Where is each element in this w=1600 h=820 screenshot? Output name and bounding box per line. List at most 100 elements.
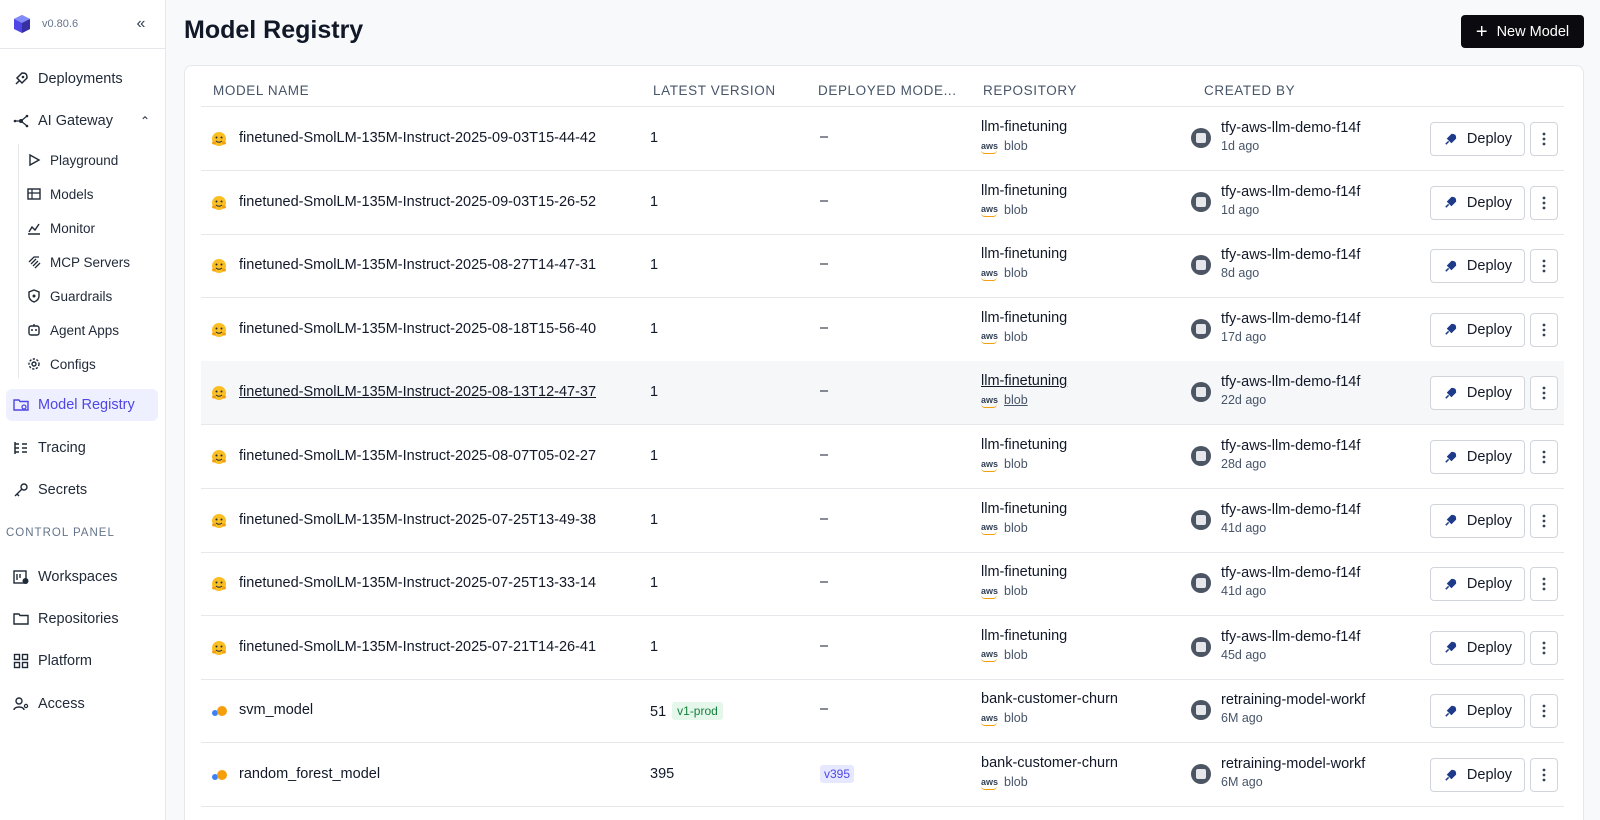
table-row[interactable]: random_forest_model 395 v395 bank-customer… bbox=[201, 743, 1564, 807]
column-header-created-by[interactable]: CREATED BY bbox=[1204, 83, 1296, 98]
storage-link[interactable]: aws blob bbox=[981, 711, 1118, 726]
deploy-button[interactable]: Deploy bbox=[1430, 376, 1525, 411]
deploy-button[interactable]: Deploy bbox=[1430, 312, 1525, 347]
model-name-link[interactable]: svm_model bbox=[239, 702, 314, 719]
deploy-button[interactable]: Deploy bbox=[1430, 694, 1525, 729]
repository-link[interactable]: llm-finetuning bbox=[981, 119, 1068, 135]
deploy-button[interactable]: Deploy bbox=[1430, 503, 1525, 538]
sidebar-item-access[interactable]: Access bbox=[6, 688, 158, 720]
column-header-deployed-models[interactable]: DEPLOYED MODE... bbox=[818, 83, 957, 98]
sidebar-item-platform[interactable]: Platform bbox=[6, 645, 158, 677]
repository-link[interactable]: bank-customer-churn bbox=[981, 755, 1118, 771]
repository-link[interactable]: llm-finetuning bbox=[981, 309, 1068, 326]
repository-link[interactable]: llm-finetuning bbox=[981, 437, 1068, 453]
storage-link[interactable]: aws blob bbox=[981, 584, 1067, 599]
sidebar-item-tracing[interactable]: Tracing bbox=[6, 432, 158, 464]
repository-link[interactable]: bank-customer-churn bbox=[981, 691, 1118, 708]
created-time: 17d ago bbox=[1221, 329, 1267, 344]
deploy-button[interactable]: Deploy bbox=[1430, 758, 1525, 792]
column-header-latest-version[interactable]: LATEST VERSION bbox=[653, 83, 776, 98]
deploy-button[interactable]: Deploy bbox=[1430, 122, 1525, 156]
sidebar-item-playground[interactable]: Playground bbox=[20, 146, 160, 174]
collapse-sidebar-icon[interactable]: « bbox=[136, 15, 146, 32]
storage-link[interactable]: aws blob bbox=[981, 266, 1067, 281]
new-model-label: New Model bbox=[1496, 23, 1570, 40]
logo-icon[interactable] bbox=[12, 14, 32, 34]
sidebar-item-monitor[interactable]: Monitor bbox=[20, 214, 160, 242]
repository-link[interactable]: llm-finetuning bbox=[981, 627, 1068, 644]
sidebar-item-repositories[interactable]: Repositories bbox=[6, 603, 158, 635]
more-options-button[interactable] bbox=[1530, 249, 1558, 284]
table-row[interactable]: finetuned-SmolLM-135M-Instruct-2025-08-1… bbox=[201, 361, 1564, 426]
deploy-label: Deploy bbox=[1466, 639, 1513, 656]
deployed-version-badge[interactable]: v395 bbox=[820, 765, 855, 783]
avatar bbox=[1191, 191, 1211, 212]
repository-link[interactable]: llm-finetuning bbox=[981, 246, 1068, 263]
deploy-button[interactable]: Deploy bbox=[1430, 567, 1525, 602]
creator-name: tfy-aws-llm-demo-f14f bbox=[1221, 120, 1361, 136]
deploy-button[interactable]: Deploy bbox=[1430, 440, 1525, 474]
version-tag-badge[interactable]: v1-prod bbox=[672, 702, 723, 721]
hugging-face-icon bbox=[212, 132, 226, 146]
sidebar-item-mcp-servers[interactable]: MCP Servers bbox=[20, 248, 160, 276]
sidebar-item-ai-gateway[interactable]: AI Gateway ⌃ bbox=[6, 105, 158, 137]
deploy-button[interactable]: Deploy bbox=[1430, 630, 1525, 665]
table-row[interactable]: finetuned-SmolLM-135M-Instruct-2025-08-0… bbox=[201, 425, 1564, 489]
more-options-button[interactable] bbox=[1530, 440, 1558, 474]
sidebar-item-workspaces[interactable]: Workspaces bbox=[6, 561, 158, 593]
deploy-button[interactable]: Deploy bbox=[1430, 185, 1525, 220]
sidebar-item-secrets[interactable]: Secrets bbox=[6, 474, 158, 506]
repository-link[interactable]: llm-finetuning bbox=[981, 500, 1068, 517]
model-name-link[interactable]: finetuned-SmolLM-135M-Instruct-2025-09-0… bbox=[239, 130, 597, 146]
table-row[interactable]: svm_model 51 v1-prod – bank-customer-churn … bbox=[201, 679, 1564, 744]
more-options-button[interactable] bbox=[1530, 758, 1558, 792]
more-options-button[interactable] bbox=[1530, 376, 1558, 411]
repository-link[interactable]: llm-finetuning bbox=[981, 373, 1068, 390]
table-row[interactable]: finetuned-SmolLM-135M-Instruct-2025-08-2… bbox=[201, 234, 1564, 299]
model-name-link[interactable]: finetuned-SmolLM-135M-Instruct-2025-07-2… bbox=[239, 575, 597, 592]
more-options-button[interactable] bbox=[1530, 694, 1558, 729]
sidebar-item-guardrails[interactable]: Guardrails bbox=[20, 282, 160, 310]
sidebar-item-configs[interactable]: Configs bbox=[20, 350, 160, 378]
model-name-link[interactable]: finetuned-SmolLM-135M-Instruct-2025-07-2… bbox=[239, 511, 597, 528]
table-row[interactable]: finetuned-SmolLM-135M-Instruct-2025-07-2… bbox=[201, 489, 1564, 553]
rocket-icon bbox=[1445, 260, 1457, 272]
new-model-button[interactable]: + New Model bbox=[1461, 15, 1584, 48]
storage-label: blob bbox=[1004, 647, 1028, 662]
storage-link[interactable]: aws blob bbox=[981, 775, 1118, 790]
table-row[interactable]: finetuned-SmolLM-135M-Instruct-2025-09-0… bbox=[201, 107, 1564, 171]
storage-link[interactable]: aws blob bbox=[981, 647, 1067, 663]
storage-link[interactable]: aws blob bbox=[981, 393, 1067, 408]
repository-link[interactable]: llm-finetuning bbox=[981, 564, 1068, 581]
table-row[interactable]: finetuned-SmolLM-135M-Instruct-2025-07-2… bbox=[201, 552, 1564, 617]
more-options-button[interactable] bbox=[1530, 185, 1558, 220]
more-options-button[interactable] bbox=[1530, 122, 1558, 156]
storage-link[interactable]: aws blob bbox=[981, 330, 1067, 345]
column-header-model-name[interactable]: MODEL NAME bbox=[213, 83, 310, 98]
model-name-link[interactable]: finetuned-SmolLM-135M-Instruct-2025-08-1… bbox=[239, 320, 597, 337]
storage-link[interactable]: aws blob bbox=[981, 521, 1067, 536]
repository-link[interactable]: llm-finetuning bbox=[981, 182, 1068, 199]
model-name-link[interactable]: random_forest_model bbox=[239, 766, 381, 782]
more-options-button[interactable] bbox=[1530, 503, 1558, 538]
model-name-link[interactable]: finetuned-SmolLM-135M-Instruct-2025-08-0… bbox=[239, 448, 597, 464]
sidebar-item-model-registry[interactable]: Model Registry bbox=[6, 389, 158, 421]
table-row[interactable]: finetuned-SmolLM-135M-Instruct-2025-07-2… bbox=[201, 616, 1564, 680]
model-name-link[interactable]: finetuned-SmolLM-135M-Instruct-2025-07-2… bbox=[239, 638, 597, 655]
sidebar-item-models[interactable]: Models bbox=[20, 180, 160, 208]
model-name-link[interactable]: finetuned-SmolLM-135M-Instruct-2025-09-0… bbox=[239, 193, 597, 210]
deploy-button[interactable]: Deploy bbox=[1430, 249, 1525, 284]
table-row[interactable]: finetuned-SmolLM-135M-Instruct-2025-08-1… bbox=[201, 298, 1564, 362]
more-options-button[interactable] bbox=[1530, 312, 1558, 347]
model-name-link[interactable]: finetuned-SmolLM-135M-Instruct-2025-08-2… bbox=[239, 257, 597, 274]
table-row[interactable]: finetuned-SmolLM-135M-Instruct-2025-09-0… bbox=[201, 171, 1564, 235]
storage-link[interactable]: aws blob bbox=[981, 139, 1067, 154]
storage-link[interactable]: aws blob bbox=[981, 203, 1067, 218]
more-options-button[interactable] bbox=[1530, 630, 1558, 665]
sidebar-item-deployments[interactable]: Deployments bbox=[6, 63, 158, 95]
sidebar-item-agent-apps[interactable]: Agent Apps bbox=[20, 316, 160, 344]
model-name-link[interactable]: finetuned-SmolLM-135M-Instruct-2025-08-1… bbox=[239, 384, 597, 401]
column-header-repository[interactable]: REPOSITORY bbox=[983, 83, 1078, 98]
storage-link[interactable]: aws blob bbox=[981, 457, 1067, 472]
more-options-button[interactable] bbox=[1530, 567, 1558, 602]
